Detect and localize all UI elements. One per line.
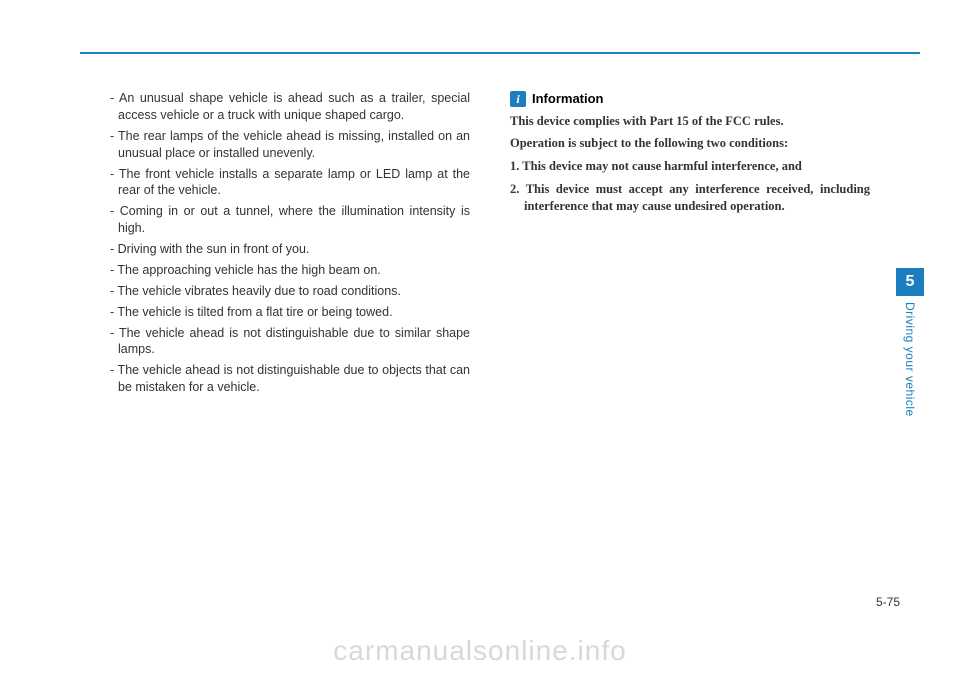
column-left: - An unusual shape vehicle is ahead such…: [110, 90, 470, 400]
list-item: - The vehicle ahead is not distinguishab…: [110, 362, 470, 396]
info-paragraph: This device complies with Part 15 of the…: [510, 113, 870, 130]
top-rule: [80, 52, 920, 54]
watermark: carmanualsonline.info: [0, 635, 960, 667]
list-item: - The rear lamps of the vehicle ahead is…: [110, 128, 470, 162]
info-icon: i: [510, 91, 526, 107]
chapter-label: Driving your vehicle: [903, 302, 917, 417]
list-item: - Driving with the sun in front of you.: [110, 241, 470, 258]
chapter-number: 5: [896, 268, 924, 296]
list-item: - An unusual shape vehicle is ahead such…: [110, 90, 470, 124]
content-columns: - An unusual shape vehicle is ahead such…: [110, 90, 870, 400]
list-item: - The front vehicle installs a separate …: [110, 166, 470, 200]
list-item: - The approaching vehicle has the high b…: [110, 262, 470, 279]
manual-page: - An unusual shape vehicle is ahead such…: [0, 0, 960, 689]
chapter-tab: 5 Driving your vehicle: [896, 268, 924, 438]
column-right: i Information This device complies with …: [510, 90, 870, 400]
page-number: 5-75: [876, 595, 900, 609]
list-item: - Coming in or out a tunnel, where the i…: [110, 203, 470, 237]
numbered-item: 1. This device may not cause harmful int…: [510, 158, 870, 175]
list-item: - The vehicle vibrates heavily due to ro…: [110, 283, 470, 300]
list-item: - The vehicle is tilted from a flat tire…: [110, 304, 470, 321]
numbered-item: 2. This device must accept any interfere…: [510, 181, 870, 215]
info-heading: i Information: [510, 90, 870, 108]
list-item: - The vehicle ahead is not distinguishab…: [110, 325, 470, 359]
info-heading-text: Information: [532, 90, 604, 108]
info-paragraph: Operation is subject to the following tw…: [510, 135, 870, 152]
